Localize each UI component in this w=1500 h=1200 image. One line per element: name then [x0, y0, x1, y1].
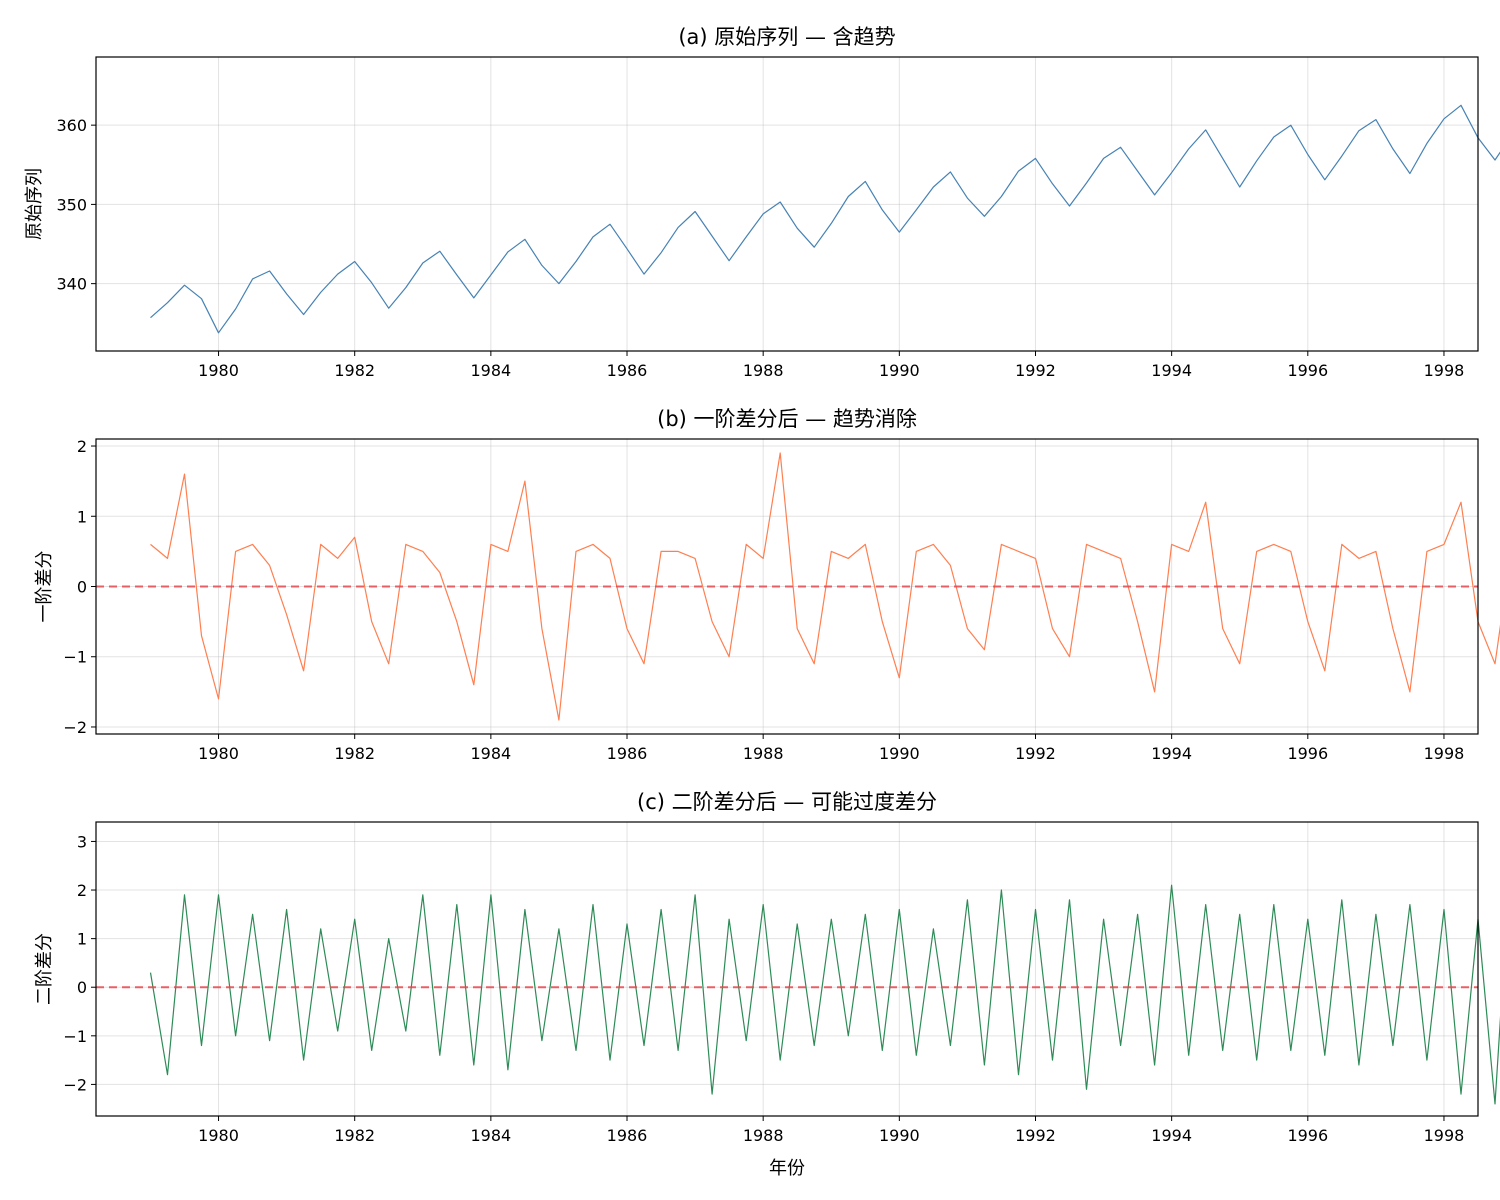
y-tick-label: 1 — [77, 507, 87, 526]
y-tick-label: 3 — [77, 832, 87, 851]
y-tick-label: 2 — [77, 881, 87, 900]
y-tick-label: −1 — [63, 648, 87, 667]
y-tick-label: −2 — [63, 718, 87, 737]
x-tick-label: 1984 — [470, 744, 511, 763]
y-tick-label: −1 — [63, 1027, 87, 1046]
series-line-a — [150, 104, 1500, 334]
x-tick-label: 1992 — [1015, 1126, 1056, 1145]
y-axis-label: 二阶差分 — [34, 933, 55, 1005]
x-tick-label: 1994 — [1151, 361, 1192, 380]
x-tick-label: 1980 — [198, 361, 239, 380]
plot-frame — [95, 821, 1479, 1117]
panel-title: (a) 原始序列 — 含趋势 — [678, 25, 895, 49]
series-line-b — [150, 452, 1500, 721]
x-tick-label: 1992 — [1015, 744, 1056, 763]
x-tick-label: 1990 — [879, 744, 920, 763]
x-tick-label: 1986 — [607, 744, 648, 763]
x-tick-label: 1984 — [470, 1126, 511, 1145]
panel-c: 1980 1982 1984 1986 1988 1990 1992 1994 1996 1998… — [34, 790, 1500, 1145]
y-tick-label: 1 — [77, 930, 87, 949]
y-tick-label: 340 — [56, 275, 87, 294]
x-tick-label: 1982 — [334, 361, 375, 380]
x-tick-label: 1988 — [743, 361, 784, 380]
x-tick-label: 1998 — [1424, 361, 1465, 380]
x-tick-label: 1992 — [1015, 361, 1056, 380]
x-tick-label: 1994 — [1151, 1126, 1192, 1145]
series-line-c — [149, 884, 1500, 1105]
x-tick-label: 1998 — [1424, 744, 1465, 763]
y-tick-label: 0 — [77, 578, 87, 597]
x-tick-label: 1996 — [1287, 361, 1328, 380]
x-tick-label: 1986 — [607, 361, 648, 380]
x-tick-label: 1994 — [1151, 744, 1192, 763]
y-tick-label: 2 — [77, 437, 87, 456]
x-tick-label: 1996 — [1287, 744, 1328, 763]
y-axis-label: 原始序列 — [24, 168, 45, 240]
y-tick-label: −2 — [63, 1075, 87, 1094]
x-tick-label: 1990 — [879, 361, 920, 380]
y-tick-label: 360 — [56, 116, 87, 135]
panel-a: 1980 1982 1984 1986 1988 1990 1992 1994 1996 1998… — [24, 25, 1500, 380]
y-tick-label: 0 — [77, 978, 87, 997]
x-tick-label: 1982 — [334, 744, 375, 763]
x-tick-label: 1982 — [334, 1126, 375, 1145]
x-tick-label: 1998 — [1424, 1126, 1465, 1145]
panel-title: (c) 二阶差分后 — 可能过度差分 — [637, 790, 937, 814]
panel-title: (b) 一阶差分后 — 趋势消除 — [657, 407, 917, 431]
x-tick-label: 1988 — [743, 1126, 784, 1145]
x-tick-label: 1996 — [1287, 1126, 1328, 1145]
x-tick-label: 1986 — [607, 1126, 648, 1145]
figure-x-label: 年份 — [769, 1158, 805, 1179]
x-tick-label: 1980 — [198, 744, 239, 763]
x-tick-label: 1990 — [879, 1126, 920, 1145]
y-tick-label: 350 — [56, 195, 87, 214]
x-tick-label: 1988 — [743, 744, 784, 763]
x-tick-label: 1984 — [470, 361, 511, 380]
panel-b: 1980 1982 1984 1986 1988 1990 1992 1994 1996 1998… — [34, 407, 1500, 763]
y-axis-label: 一阶差分 — [34, 551, 55, 623]
x-tick-label: 1980 — [198, 1126, 239, 1145]
